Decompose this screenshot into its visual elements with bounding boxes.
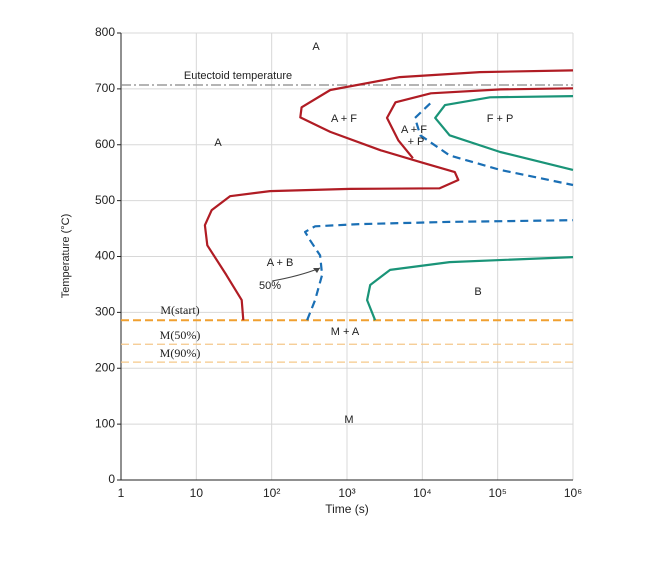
y-tick-label: 400 <box>95 249 115 263</box>
curve <box>203 69 574 321</box>
region-label: B <box>474 286 481 298</box>
region-label: 50% <box>259 280 281 292</box>
region-label: A + F <box>401 124 427 136</box>
region-label: A + F <box>331 113 357 125</box>
curve <box>385 87 574 159</box>
y-tick-label: 300 <box>95 305 115 319</box>
reference-label: M(90%) <box>160 346 201 360</box>
x-tick-label: 10⁵ <box>489 486 507 500</box>
x-tick-label: 10³ <box>338 486 355 500</box>
y-tick-label: 0 <box>108 472 115 486</box>
y-tick-label: 600 <box>95 137 115 151</box>
region-label: M + A <box>331 326 360 338</box>
x-tick-label: 1 <box>118 486 125 500</box>
y-tick-label: 100 <box>95 416 115 430</box>
region-label: A <box>312 41 320 53</box>
y-tick-label: 700 <box>95 81 115 95</box>
y-tick-label: 500 <box>95 193 115 207</box>
region-label: F + P <box>487 113 514 125</box>
region-label: M <box>344 414 353 426</box>
y-tick-label: 200 <box>95 360 115 374</box>
region-label: + P <box>408 136 425 148</box>
arrow-head <box>313 268 320 273</box>
region-label: A <box>214 137 222 149</box>
region-label: A + B <box>267 257 294 269</box>
x-tick-label: 10⁴ <box>413 486 432 500</box>
x-tick-label: 10 <box>190 486 204 500</box>
x-tick-label: 10² <box>263 486 280 500</box>
curve <box>413 102 574 187</box>
x-tick-label: 10⁶ <box>564 486 582 500</box>
reference-label: M(start) <box>160 303 199 317</box>
curve <box>366 256 574 321</box>
reference-label: M(50%) <box>160 328 201 342</box>
y-tick-label: 800 <box>95 25 115 39</box>
axis <box>120 33 573 481</box>
curve <box>304 219 574 321</box>
y-axis-title: Temperature (°C) <box>60 214 72 298</box>
x-axis-title: Time (s) <box>325 502 369 516</box>
curve <box>434 95 574 171</box>
reference-label: Eutectoid temperature <box>184 70 292 82</box>
